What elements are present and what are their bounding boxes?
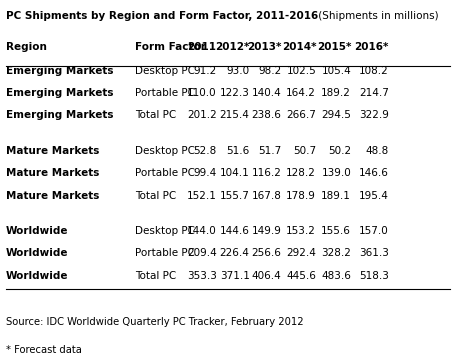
Text: 146.6: 146.6: [359, 168, 388, 178]
Text: Desktop PC: Desktop PC: [135, 226, 195, 236]
Text: 2011: 2011: [188, 41, 217, 52]
Text: Mature Markets: Mature Markets: [6, 146, 99, 156]
Text: 189.1: 189.1: [321, 190, 351, 201]
Text: 51.6: 51.6: [227, 146, 249, 156]
Text: 149.9: 149.9: [251, 226, 281, 236]
Text: 215.4: 215.4: [220, 110, 249, 120]
Text: 144.6: 144.6: [220, 226, 249, 236]
Text: 128.2: 128.2: [286, 168, 316, 178]
Text: Form Factor: Form Factor: [135, 41, 206, 52]
Text: 238.6: 238.6: [251, 110, 281, 120]
Text: 167.8: 167.8: [251, 190, 281, 201]
Text: 144.0: 144.0: [187, 226, 217, 236]
Text: 157.0: 157.0: [359, 226, 388, 236]
Text: 483.6: 483.6: [321, 271, 351, 281]
Text: 328.2: 328.2: [321, 249, 351, 258]
Text: 353.3: 353.3: [187, 271, 217, 281]
Text: * Forecast data: * Forecast data: [6, 345, 82, 354]
Text: 108.2: 108.2: [359, 65, 388, 75]
Text: 140.4: 140.4: [252, 88, 281, 98]
Text: 102.5: 102.5: [286, 65, 316, 75]
Text: Portable PC: Portable PC: [135, 168, 195, 178]
Text: 164.2: 164.2: [286, 88, 316, 98]
Text: 2016*: 2016*: [354, 41, 388, 52]
Text: 256.6: 256.6: [251, 249, 281, 258]
Text: 155.6: 155.6: [321, 226, 351, 236]
Text: 139.0: 139.0: [322, 168, 351, 178]
Text: 226.4: 226.4: [220, 249, 249, 258]
Text: 2015*: 2015*: [317, 41, 351, 52]
Text: 195.4: 195.4: [359, 190, 388, 201]
Text: 153.2: 153.2: [286, 226, 316, 236]
Text: 152.1: 152.1: [187, 190, 217, 201]
Text: 2012*: 2012*: [215, 41, 249, 52]
Text: Total PC: Total PC: [135, 110, 176, 120]
Text: 116.2: 116.2: [251, 168, 281, 178]
Text: Desktop PC: Desktop PC: [135, 65, 195, 75]
Text: 91.2: 91.2: [193, 65, 217, 75]
Text: Portable PC: Portable PC: [135, 249, 195, 258]
Text: 361.3: 361.3: [359, 249, 388, 258]
Text: Total PC: Total PC: [135, 190, 176, 201]
Text: 105.4: 105.4: [322, 65, 351, 75]
Text: Worldwide: Worldwide: [6, 226, 68, 236]
Text: 266.7: 266.7: [286, 110, 316, 120]
Text: Portable PC: Portable PC: [135, 88, 195, 98]
Text: Emerging Markets: Emerging Markets: [6, 110, 113, 120]
Text: Mature Markets: Mature Markets: [6, 190, 99, 201]
Text: (Shipments in millions): (Shipments in millions): [315, 11, 439, 21]
Text: 322.9: 322.9: [359, 110, 388, 120]
Text: 50.7: 50.7: [293, 146, 316, 156]
Text: 122.3: 122.3: [220, 88, 249, 98]
Text: Desktop PC: Desktop PC: [135, 146, 195, 156]
Text: 189.2: 189.2: [321, 88, 351, 98]
Text: 52.8: 52.8: [193, 146, 217, 156]
Text: 292.4: 292.4: [286, 249, 316, 258]
Text: Emerging Markets: Emerging Markets: [6, 65, 113, 75]
Text: 2014*: 2014*: [282, 41, 316, 52]
Text: Region: Region: [6, 41, 47, 52]
Text: Worldwide: Worldwide: [6, 271, 68, 281]
Text: 445.6: 445.6: [286, 271, 316, 281]
Text: 93.0: 93.0: [227, 65, 249, 75]
Text: 214.7: 214.7: [359, 88, 388, 98]
Text: Worldwide: Worldwide: [6, 249, 68, 258]
Text: 104.1: 104.1: [220, 168, 249, 178]
Text: Total PC: Total PC: [135, 271, 176, 281]
Text: 155.7: 155.7: [220, 190, 249, 201]
Text: 2013*: 2013*: [247, 41, 281, 52]
Text: 406.4: 406.4: [252, 271, 281, 281]
Text: 178.9: 178.9: [286, 190, 316, 201]
Text: Source: IDC Worldwide Quarterly PC Tracker, February 2012: Source: IDC Worldwide Quarterly PC Track…: [6, 317, 304, 327]
Text: 98.2: 98.2: [258, 65, 281, 75]
Text: 518.3: 518.3: [359, 271, 388, 281]
Text: Emerging Markets: Emerging Markets: [6, 88, 113, 98]
Text: 209.4: 209.4: [187, 249, 217, 258]
Text: PC Shipments by Region and Form Factor, 2011-2016: PC Shipments by Region and Form Factor, …: [6, 11, 318, 21]
Text: 201.2: 201.2: [187, 110, 217, 120]
Text: Mature Markets: Mature Markets: [6, 168, 99, 178]
Text: 48.8: 48.8: [366, 146, 388, 156]
Text: 50.2: 50.2: [328, 146, 351, 156]
Text: 51.7: 51.7: [258, 146, 281, 156]
Text: 110.0: 110.0: [187, 88, 217, 98]
Text: 371.1: 371.1: [220, 271, 249, 281]
Text: 294.5: 294.5: [321, 110, 351, 120]
Text: 99.4: 99.4: [193, 168, 217, 178]
